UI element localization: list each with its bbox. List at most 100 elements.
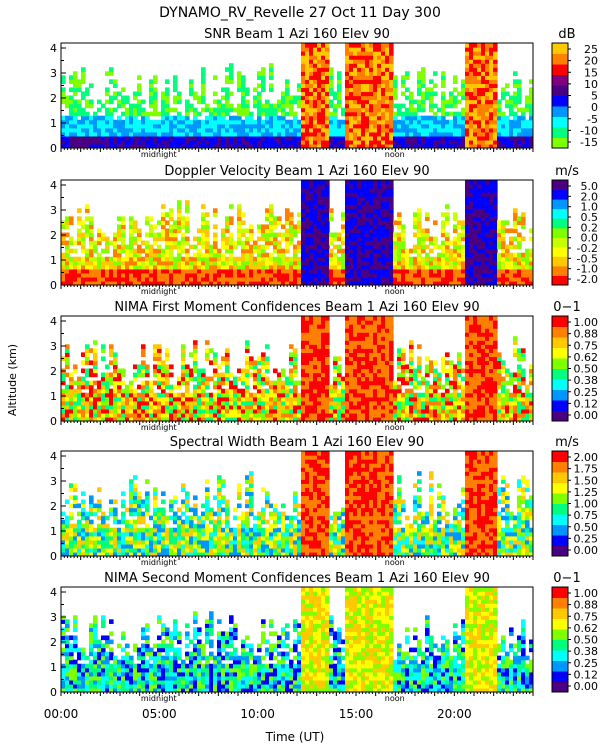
- heatmap-cell: [445, 131, 450, 137]
- heatmap-cell: [377, 139, 382, 145]
- heatmap-cell: [501, 272, 506, 278]
- heatmap-cell: [257, 260, 262, 266]
- heatmap-cell: [117, 392, 122, 398]
- heatmap-cell: [529, 228, 533, 234]
- heatmap-cell: [241, 228, 246, 234]
- heatmap-cell: [449, 127, 454, 133]
- heatmap-cell: [185, 256, 190, 262]
- heatmap-cell: [97, 143, 102, 148]
- heatmap-cell: [469, 208, 474, 213]
- heatmap-cell: [353, 99, 358, 105]
- heatmap-cell: [225, 404, 230, 410]
- heatmap-cell: [197, 143, 202, 148]
- heatmap-cell: [353, 240, 358, 246]
- heatmap-cell: [245, 248, 250, 254]
- heatmap-cell: [121, 139, 126, 145]
- heatmap-cell: [93, 272, 98, 278]
- heatmap-cell: [93, 111, 98, 117]
- heatmap-cell: [225, 392, 230, 398]
- heatmap-cell: [193, 280, 198, 285]
- heatmap-cell: [361, 99, 366, 105]
- heatmap-cell: [473, 256, 478, 262]
- heatmap-cell: [69, 75, 74, 80]
- heatmap-cell: [201, 91, 206, 97]
- heatmap-cell: [377, 212, 382, 217]
- heatmap-cell: [417, 139, 422, 145]
- heatmap-cell: [325, 123, 330, 129]
- heatmap-cell: [353, 83, 358, 89]
- heatmap-cell: [277, 396, 282, 402]
- heatmap-cell: [397, 260, 402, 266]
- heatmap-cell: [105, 408, 110, 414]
- heatmap-cell: [333, 139, 338, 145]
- heatmap-cell: [321, 115, 326, 121]
- heatmap-cell: [525, 272, 530, 278]
- heatmap-cell: [177, 404, 182, 410]
- heatmap-cell: [161, 280, 166, 285]
- heatmap-cell: [97, 380, 102, 386]
- heatmap-cell: [485, 196, 490, 201]
- heatmap-cell: [265, 276, 270, 282]
- heatmap-cell: [377, 184, 382, 189]
- heatmap-cell: [301, 123, 306, 129]
- heatmap-cell: [389, 83, 394, 89]
- heatmap-cell: [201, 388, 206, 394]
- heatmap-cell: [293, 416, 298, 421]
- heatmap-cell: [365, 232, 370, 238]
- heatmap-cell: [361, 143, 366, 148]
- heatmap-cell: [529, 115, 533, 121]
- heatmap-cell: [469, 55, 474, 60]
- heatmap-cell: [89, 252, 94, 258]
- heatmap-cell: [493, 83, 498, 89]
- heatmap-cell: [193, 107, 198, 113]
- heatmap-cell: [529, 99, 533, 105]
- heatmap-cell: [113, 268, 118, 274]
- heatmap-cell: [297, 135, 302, 141]
- heatmap-cell: [413, 139, 418, 145]
- heatmap-cell: [137, 244, 142, 250]
- heatmap-cell: [153, 412, 158, 418]
- heatmap-cell: [133, 260, 138, 266]
- heatmap-cell: [489, 75, 494, 80]
- heatmap-cell: [285, 87, 290, 93]
- heatmap-cell: [161, 252, 166, 258]
- heatmap-cell: [245, 252, 250, 258]
- heatmap-cell: [465, 272, 470, 278]
- heatmap-cell: [145, 139, 150, 145]
- heatmap-cell: [261, 268, 266, 274]
- heatmap-cell: [145, 216, 150, 221]
- heatmap-cell: [237, 119, 242, 125]
- heatmap-cell: [397, 107, 402, 113]
- heatmap-cell: [145, 264, 150, 270]
- heatmap-cell: [329, 212, 334, 217]
- heatmap-cell: [501, 95, 506, 101]
- heatmap-cell: [481, 184, 486, 189]
- heatmap-cell: [493, 200, 498, 205]
- heatmap-cell: [89, 232, 94, 238]
- heatmap-cell: [213, 264, 218, 270]
- heatmap-cell: [221, 412, 226, 418]
- heatmap-cell: [473, 83, 478, 89]
- heatmap-cell: [433, 131, 438, 137]
- heatmap-cell: [529, 276, 533, 282]
- heatmap-cell: [361, 276, 366, 282]
- heatmap-cell: [225, 264, 230, 270]
- heatmap-cell: [489, 248, 494, 254]
- heatmap-cell: [157, 248, 162, 254]
- heatmap-cell: [137, 83, 142, 89]
- heatmap-cell: [165, 280, 170, 285]
- heatmap-cell: [169, 248, 174, 254]
- heatmap-cell: [105, 236, 110, 242]
- heatmap-cell: [529, 264, 533, 270]
- heatmap-cell: [125, 131, 130, 137]
- heatmap-cell: [365, 119, 370, 125]
- heatmap-cell: [161, 392, 166, 398]
- heatmap-cell: [105, 404, 110, 410]
- heatmap-cell: [93, 404, 98, 410]
- heatmap-cell: [477, 244, 482, 250]
- heatmap-cell: [213, 360, 218, 366]
- heatmap-cell: [409, 256, 414, 262]
- heatmap-cell: [245, 384, 250, 390]
- heatmap-cell: [501, 268, 506, 274]
- heatmap-cell: [73, 368, 78, 374]
